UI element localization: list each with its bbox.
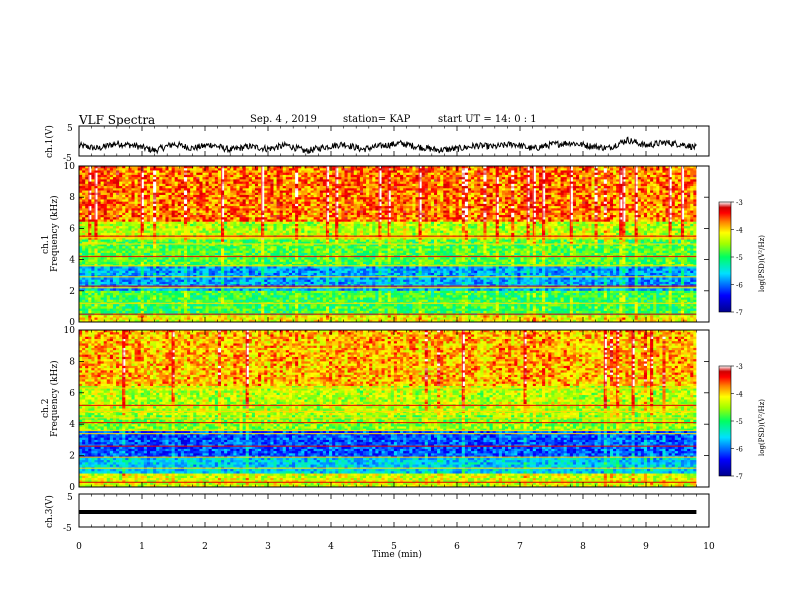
time-tick-label: 1 bbox=[139, 542, 145, 552]
ch3-ytick-bottom: -5 bbox=[63, 524, 72, 534]
ch1-ytick-label: 4 bbox=[69, 256, 75, 266]
ch2-ytick-label: 8 bbox=[69, 357, 75, 367]
ch1-ylabel-frequency: Frequency (kHz) bbox=[49, 195, 60, 272]
ch2-ytick-label: 6 bbox=[69, 389, 75, 399]
ch2-colorbar-tick: -7 bbox=[736, 473, 743, 481]
ch2-colorbar-tick: -3 bbox=[736, 363, 743, 371]
ch2-colorbar-tick: -4 bbox=[736, 391, 743, 399]
ch3-panel: 5 -5 ch.3(V) bbox=[44, 493, 709, 534]
time-tick-label: 2 bbox=[202, 542, 208, 552]
time-tick-label: 0 bbox=[76, 542, 82, 552]
ch3-ylabel: ch.3(V) bbox=[44, 495, 55, 528]
ch2-ytick-label: 4 bbox=[69, 420, 75, 430]
ch2-ytick-label: 10 bbox=[64, 326, 76, 336]
ch1-colorbar-tick: -6 bbox=[736, 282, 743, 290]
ch2-ylabel-frequency: Frequency (kHz) bbox=[49, 360, 60, 437]
ch2-colorbar-ticks: -3 -4 -5 -6 -7 bbox=[731, 363, 743, 481]
ch2-colorbar: -3 -4 -5 -6 -7 log(PSD)(V²/Hz) bbox=[719, 363, 766, 481]
ch1-colorbar-ticks: -3 -4 -5 -6 -7 bbox=[731, 199, 743, 317]
ch1-ylabel: ch.1(V) bbox=[44, 125, 55, 158]
ch2-colorbar-label: log(PSD)(V²/Hz) bbox=[758, 399, 766, 456]
ch2-ytick-label: 2 bbox=[69, 452, 75, 462]
time-tick-label: 9 bbox=[643, 542, 649, 552]
ch1-ytick-label: 10 bbox=[64, 162, 76, 172]
ch3-waveform-line bbox=[79, 510, 696, 514]
ch2-colorbar-gradient bbox=[719, 366, 731, 476]
time-tick-label: 7 bbox=[517, 542, 523, 552]
ch2-colorbar-tick: -6 bbox=[736, 446, 743, 454]
time-tick-label: 10 bbox=[703, 542, 715, 552]
ch2-spectrogram-heatmap bbox=[79, 330, 709, 487]
ch1-colorbar-tick: -7 bbox=[736, 309, 743, 317]
time-tick-label: 8 bbox=[580, 542, 586, 552]
time-tick-label: 6 bbox=[454, 542, 460, 552]
ch1-colorbar-label: log(PSD)(V²/Hz) bbox=[758, 235, 766, 292]
ch1-colorbar: -3 -4 -5 -6 -7 log(PSD)(V²/Hz) bbox=[719, 199, 766, 317]
ch1-spectrogram-heatmap bbox=[79, 166, 709, 322]
ch1-panel: 5 -5 ch.1(V) bbox=[44, 124, 709, 164]
ch1-waveform-line bbox=[79, 137, 696, 154]
ch1-ytick-label: 8 bbox=[69, 193, 75, 203]
ch1-colorbar-gradient bbox=[719, 202, 731, 312]
ch1-colorbar-tick: -3 bbox=[736, 199, 743, 207]
ch1-ytick-label: 6 bbox=[69, 224, 75, 234]
vlf-figure: 5 -5 ch.1(V) 0246810 ch.1 Frequency (kHz… bbox=[0, 0, 792, 612]
ch3-ytick-top: 5 bbox=[67, 493, 73, 503]
ch1-colorbar-tick: -5 bbox=[736, 254, 743, 262]
time-tick-label: 3 bbox=[265, 542, 271, 552]
time-axis-label: Time (min) bbox=[372, 549, 422, 560]
time-tick-label: 4 bbox=[328, 542, 334, 552]
ch2-colorbar-tick: -5 bbox=[736, 418, 743, 426]
ch1-ytick-label: 2 bbox=[69, 287, 75, 297]
ch2-ytick-label: 0 bbox=[69, 483, 75, 493]
ch1-colorbar-tick: -4 bbox=[736, 227, 743, 235]
ch1-ytick-top: 5 bbox=[67, 124, 73, 134]
